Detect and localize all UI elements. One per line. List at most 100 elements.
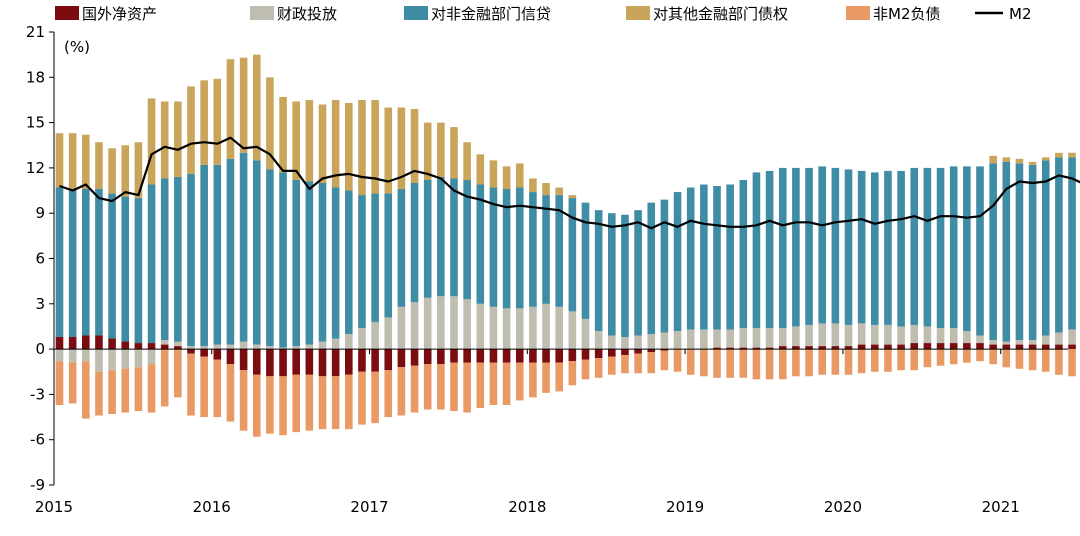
bar-fiscal_deposits xyxy=(503,308,511,349)
bar-stack xyxy=(292,101,300,432)
bar-claims_other_financial xyxy=(1016,159,1024,164)
bar-non_m2_liabilities xyxy=(608,357,616,375)
legend-label: 财政投放 xyxy=(277,5,337,23)
bar-non_m2_liabilities xyxy=(871,349,879,372)
bar-non_m2_liabilities xyxy=(200,357,208,417)
bar-credit_nonfinancial xyxy=(108,194,116,339)
bar-net_foreign_assets xyxy=(1003,345,1011,350)
bar-stack xyxy=(450,127,458,411)
bar-non_m2_liabilities xyxy=(989,349,997,364)
bar-net_foreign_assets xyxy=(424,349,432,364)
bar-credit_nonfinancial xyxy=(647,203,655,334)
bar-credit_nonfinancial xyxy=(148,185,156,344)
bar-fiscal_deposits xyxy=(306,345,314,350)
bar-fiscal_deposits xyxy=(989,340,997,345)
bar-fiscal_deposits xyxy=(371,322,379,349)
bar-stack xyxy=(805,168,813,376)
bar-non_m2_liabilities xyxy=(924,349,932,367)
bar-non_m2_liabilities xyxy=(463,363,471,413)
y-tick-label: -9 xyxy=(30,476,45,494)
bar-fiscal_deposits xyxy=(477,304,485,349)
bar-claims_other_financial xyxy=(174,101,182,176)
bar-non_m2_liabilities xyxy=(884,349,892,372)
bar-fiscal_deposits xyxy=(1029,340,1037,345)
bar-net_foreign_assets xyxy=(871,345,879,350)
bar-non_m2_liabilities xyxy=(621,355,629,373)
bar-non_m2_liabilities xyxy=(1016,349,1024,369)
bar-non_m2_liabilities xyxy=(542,363,550,393)
bar-claims_other_financial xyxy=(69,133,77,189)
bar-stack xyxy=(569,195,577,385)
bar-stack xyxy=(371,100,379,423)
bar-non_m2_liabilities xyxy=(910,349,918,370)
bar-fiscal_deposits xyxy=(805,325,813,346)
bar-fiscal_deposits xyxy=(858,323,866,344)
bar-credit_nonfinancial xyxy=(411,183,419,302)
bar-claims_other_financial xyxy=(477,154,485,184)
bar-fiscal_deposits xyxy=(569,311,577,349)
bar-credit_nonfinancial xyxy=(897,171,905,327)
bar-non_m2_liabilities xyxy=(437,364,445,409)
bar-non_m2_liabilities xyxy=(411,366,419,413)
bar-claims_other_financial xyxy=(214,79,222,165)
bar-fiscal_deposits xyxy=(884,325,892,345)
bar-fiscal_deposits xyxy=(937,328,945,343)
bar-stack xyxy=(477,154,485,408)
bar-non_m2_liabilities xyxy=(516,363,524,401)
bar-non_m2_liabilities xyxy=(95,372,103,416)
bar-claims_other_financial xyxy=(279,97,287,172)
bar-non_m2_liabilities xyxy=(503,363,511,405)
bar-credit_nonfinancial xyxy=(976,166,984,335)
bar-fiscal_deposits xyxy=(1055,332,1063,344)
bar-claims_other_financial xyxy=(1068,153,1076,158)
bar-stack xyxy=(253,55,261,437)
bar-fiscal_deposits xyxy=(792,326,800,346)
bar-net_foreign_assets xyxy=(253,349,261,375)
bar-non_m2_liabilities xyxy=(358,372,366,425)
bar-non_m2_liabilities xyxy=(582,360,590,380)
bar-net_foreign_assets xyxy=(503,349,511,363)
y-tick-label: -6 xyxy=(30,431,45,449)
bar-fiscal_deposits xyxy=(726,329,734,347)
bar-stack xyxy=(700,185,708,377)
bar-fiscal_deposits xyxy=(384,317,392,349)
bar-claims_other_financial xyxy=(187,86,195,174)
bar-fiscal_deposits xyxy=(608,336,616,350)
y-tick-label: -3 xyxy=(30,385,45,403)
bar-fiscal_deposits xyxy=(897,326,905,344)
bar-credit_nonfinancial xyxy=(1055,157,1063,332)
bar-non_m2_liabilities xyxy=(266,376,274,433)
bar-stack xyxy=(608,213,616,375)
bar-credit_nonfinancial xyxy=(187,174,195,346)
bar-non_m2_liabilities xyxy=(227,364,235,421)
bar-credit_nonfinancial xyxy=(582,203,590,319)
bar-stack xyxy=(989,156,997,364)
bar-claims_other_financial xyxy=(437,123,445,177)
bar-stack xyxy=(976,166,984,361)
bar-credit_nonfinancial xyxy=(82,189,90,335)
bar-stack xyxy=(95,142,103,415)
bar-credit_nonfinancial xyxy=(121,197,129,342)
bar-credit_nonfinancial xyxy=(214,165,222,345)
bar-net_foreign_assets xyxy=(542,349,550,363)
bar-credit_nonfinancial xyxy=(266,169,274,346)
bar-credit_nonfinancial xyxy=(345,191,353,334)
bar-non_m2_liabilities xyxy=(832,349,840,375)
bar-net_foreign_assets xyxy=(924,343,932,349)
bar-fiscal_deposits xyxy=(253,345,261,350)
bar-credit_nonfinancial xyxy=(884,171,892,325)
legend-swatch xyxy=(250,6,274,20)
bar-stack xyxy=(69,133,77,403)
bar-net_foreign_assets xyxy=(1055,345,1063,350)
bar-stack xyxy=(463,142,471,412)
bar-claims_other_financial xyxy=(56,133,64,187)
bar-fiscal_deposits xyxy=(108,349,116,370)
bar-stack xyxy=(437,123,445,410)
bar-stack xyxy=(332,100,340,429)
bar-claims_other_financial xyxy=(490,160,498,187)
bar-non_m2_liabilities xyxy=(490,363,498,405)
bar-credit_nonfinancial xyxy=(818,166,826,323)
bar-credit_nonfinancial xyxy=(332,188,340,339)
bar-non_m2_liabilities xyxy=(187,354,195,416)
